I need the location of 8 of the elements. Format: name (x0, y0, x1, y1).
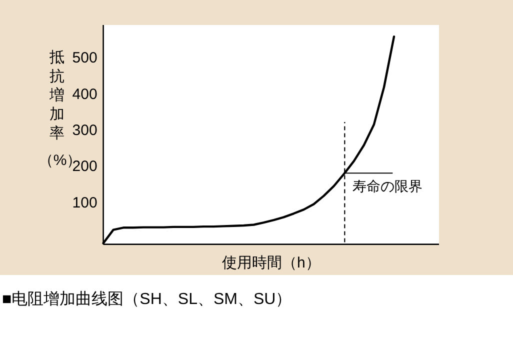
text: ■电阻增加曲线图（SH、SL、SM、SU） (2, 290, 292, 308)
y-tick-label: 400 (72, 86, 98, 103)
x-axis-title: 使用時間（h） (222, 254, 320, 272)
y-tick-label: 100 (72, 194, 98, 212)
y-tick-label: 200 (72, 158, 98, 176)
y-tick-label: 500 (72, 50, 98, 67)
annotation: 寿命の限界 (352, 178, 423, 194)
y-tick-label: 300 (72, 122, 98, 139)
